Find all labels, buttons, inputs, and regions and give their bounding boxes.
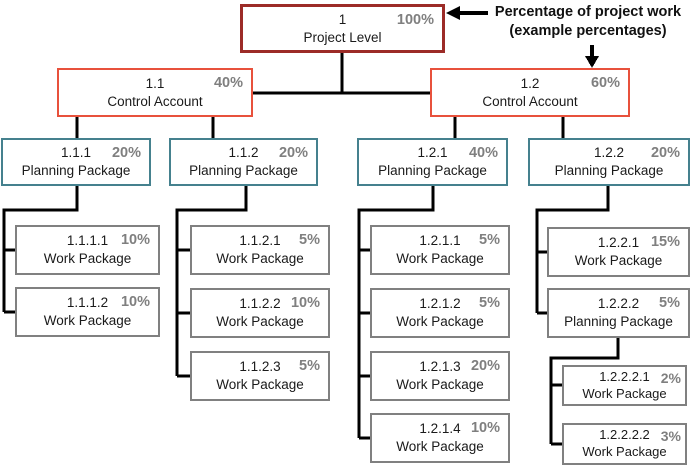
wbs-node-1-2: 60% 1.2 Control Account [430,68,630,117]
node-id: 1.2.1.1 [419,233,461,249]
wbs-node-1-1-2-1: 5% 1.1.2.1 Work Package [190,225,330,275]
node-id: 1.2.2.2.2 [599,427,650,443]
node-percent: 100% [396,12,434,28]
node-percent: 3% [660,428,681,444]
wbs-node-1-1-1-1: 10% 1.1.1.1 Work Package [15,225,160,275]
wbs-node-1-1-2-3: 5% 1.1.2.3 Work Package [190,351,330,401]
node-label: Work Package [574,253,663,268]
node-label: Work Package [216,377,304,392]
node-label: Project Level [303,29,382,45]
arrow-down-icon [585,45,599,68]
node-label: Control Account [107,93,203,109]
wbs-node-1-1-2-2: 10% 1.1.2.2 Work Package [190,288,330,338]
arrow-left-icon [446,6,488,20]
node-percent: 60% [590,75,620,91]
wbs-node-1-2-1-2: 5% 1.2.1.2 Work Package [370,288,510,338]
node-label: Work Package [43,251,132,266]
node-percent: 5% [299,358,320,374]
node-label: Work Package [396,314,484,329]
node-label: Planning Package [21,163,131,178]
node-id: 1.1.2.3 [239,359,281,375]
node-label: Planning Package [554,163,664,178]
node-label: Work Package [396,377,484,392]
wbs-node-1-2-1-4: 10% 1.2.1.4 Work Package [370,413,510,463]
wbs-node-1-2-2-2: 5% 1.2.2.2 Planning Package [547,288,690,338]
node-id: 1.2.1.3 [419,359,461,375]
wbs-node-1-1-2: 20% 1.1.2 Planning Package [169,138,318,186]
node-percent: 20% [470,358,500,374]
node-percent: 15% [650,234,680,250]
node-id: 1.2.1 [417,145,448,161]
node-id: 1.2.2.1 [597,235,640,251]
node-id: 1.2.1.4 [419,421,461,437]
node-label: Work Package [582,385,667,401]
wbs-node-1-2-1: 40% 1.2.1 Planning Package [357,138,508,186]
node-label: Planning Package [378,163,487,178]
node-id: 1.2.2.2.1 [599,368,650,384]
node-id: 1.1.1.2 [66,295,109,311]
wbs-node-1-2-1-3: 20% 1.2.1.3 Work Package [370,351,510,401]
wbs-node-1-2-2-2-2: 3% 1.2.2.2.2 Work Package [562,423,687,465]
node-id: 1.1.2.2 [239,296,281,312]
node-id: 1.2.2.2 [597,296,640,312]
node-label: Work Package [582,444,667,459]
node-label: Work Package [43,313,132,328]
node-label: Planning Package [564,314,673,329]
wbs-node-1-2-1-1: 5% 1.2.1.1 Work Package [370,225,510,275]
node-id: 1.1.1 [60,145,92,161]
wbs-node-1-2-2-1: 15% 1.2.2.1 Work Package [547,227,690,277]
node-percent: 5% [479,295,500,311]
node-percent: 10% [120,294,150,310]
annotation-line-2: (example percentages) [509,23,667,39]
node-label: Work Package [396,251,484,266]
node-percent: 20% [278,145,308,161]
node-percent: 5% [299,232,320,248]
node-percent: 20% [111,145,141,161]
node-id: 1.1.2 [228,145,259,161]
wbs-node-1-2-2: 20% 1.2.2 Planning Package [528,138,690,186]
percentage-annotation: Percentage of project work (example perc… [487,3,689,41]
node-percent: 5% [659,295,680,311]
node-id: 1.2.2 [593,145,625,161]
node-percent: 40% [213,75,243,91]
node-id: 1 [338,11,347,27]
node-percent: 20% [650,145,680,161]
node-id: 1.1.1.1 [66,233,109,249]
node-id: 1.1.2.1 [239,233,281,249]
node-label: Control Account [482,93,578,109]
node-percent: 10% [470,420,500,436]
node-id: 1.2 [520,75,540,91]
node-percent: 10% [290,295,320,311]
node-id: 1.1 [145,75,165,91]
node-percent: 10% [120,232,150,248]
node-label: Work Package [396,439,484,454]
wbs-node-1: 100% 1 Project Level [240,4,445,53]
node-percent: 40% [468,145,498,161]
wbs-node-1-1-1-2: 10% 1.1.1.2 Work Package [15,287,160,337]
node-percent: 5% [479,232,500,248]
node-label: Work Package [216,314,304,329]
wbs-node-1-1-1: 20% 1.1.1 Planning Package [1,138,151,186]
wbs-node-1-2-2-2-1: 2% 1.2.2.2.1 Work Package [562,365,687,406]
annotation-line-1: Percentage of project work [494,4,682,20]
node-label: Work Package [216,251,304,266]
wbs-node-1-1: 40% 1.1 Control Account [57,68,253,117]
node-id: 1.2.1.2 [419,296,461,312]
node-label: Planning Package [189,163,298,178]
node-percent: 2% [660,370,681,386]
